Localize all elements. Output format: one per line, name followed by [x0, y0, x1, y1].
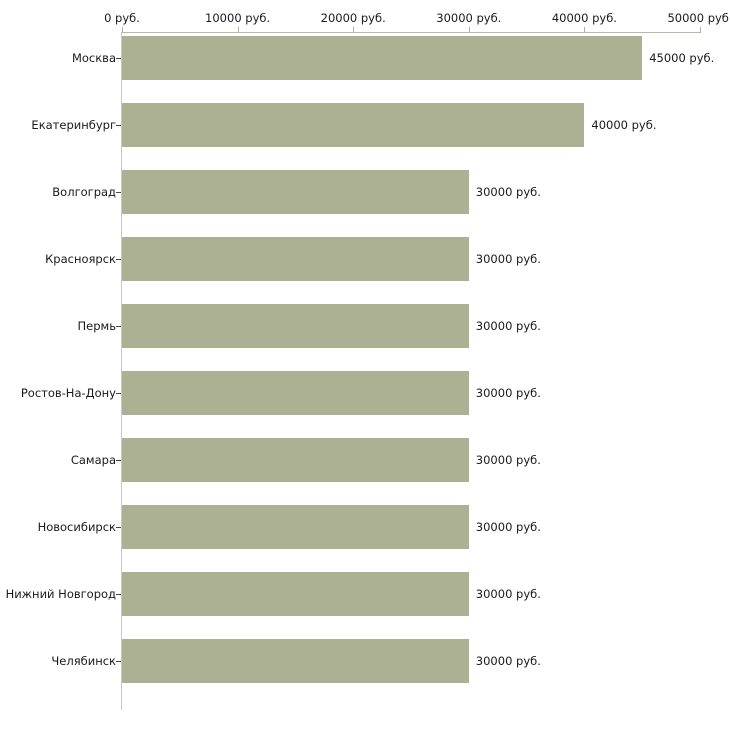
- bar[interactable]: [122, 639, 469, 683]
- bar-value-label: 30000 руб.: [475, 319, 541, 333]
- bar-value-label: 30000 руб.: [475, 587, 541, 601]
- bar[interactable]: [122, 505, 469, 549]
- bar-value-label: 30000 руб.: [475, 252, 541, 266]
- bar-value-label: 30000 руб.: [475, 185, 541, 199]
- bar[interactable]: [122, 572, 469, 616]
- x-axis-tick: [122, 27, 123, 33]
- x-axis-tick-label: 30000 руб.: [436, 11, 502, 25]
- x-axis-tick: [353, 27, 355, 33]
- category-label: Волгоград: [52, 185, 116, 199]
- x-axis-tick: [584, 27, 586, 33]
- category-label: Новосибирск: [37, 520, 116, 534]
- y-axis-line: [121, 32, 122, 710]
- bar-value-label: 30000 руб.: [475, 386, 541, 400]
- x-axis-tick-label: 10000 руб.: [205, 11, 271, 25]
- x-axis-tick-label: 20000 руб.: [320, 11, 386, 25]
- x-axis-tick: [237, 27, 239, 33]
- y-axis-tick: [116, 192, 121, 193]
- y-axis-tick: [116, 460, 121, 461]
- x-axis-tick-label: 0 руб.: [104, 11, 140, 25]
- x-axis-tick-label: 50000 руб.: [667, 11, 730, 25]
- bar[interactable]: [122, 103, 585, 147]
- category-label: Нижний Новгород: [5, 587, 116, 601]
- y-axis-tick: [116, 661, 121, 662]
- category-label: Москва: [71, 51, 116, 65]
- x-axis-line: [122, 32, 700, 33]
- bar-value-label: 30000 руб.: [475, 654, 541, 668]
- category-label: Челябинск: [51, 654, 116, 668]
- bar[interactable]: [122, 371, 469, 415]
- y-axis-tick: [116, 259, 121, 260]
- y-axis-tick: [116, 594, 121, 595]
- bar[interactable]: [122, 438, 469, 482]
- x-axis-tick-label: 40000 руб.: [551, 11, 617, 25]
- category-label: Пермь: [77, 319, 116, 333]
- category-label: Ростов-На-Дону: [20, 386, 116, 400]
- bar[interactable]: [122, 237, 469, 281]
- y-axis-tick: [116, 393, 121, 394]
- bar-value-label: 30000 руб.: [475, 453, 541, 467]
- category-label: Красноярск: [45, 252, 116, 266]
- bar[interactable]: [122, 304, 469, 348]
- bar-value-label: 30000 руб.: [475, 520, 541, 534]
- y-axis-tick: [116, 326, 121, 327]
- x-axis-tick: [468, 27, 470, 33]
- category-label: Самара: [70, 453, 116, 467]
- bar-value-label: 40000 руб.: [591, 118, 657, 132]
- bar-value-label: 45000 руб.: [649, 51, 715, 65]
- bar[interactable]: [122, 36, 643, 80]
- x-axis-tick: [700, 27, 701, 33]
- category-label: Екатеринбург: [31, 118, 116, 132]
- y-axis-tick: [116, 125, 121, 126]
- bar[interactable]: [122, 170, 469, 214]
- y-axis-tick: [116, 527, 121, 528]
- y-axis-tick: [116, 58, 121, 59]
